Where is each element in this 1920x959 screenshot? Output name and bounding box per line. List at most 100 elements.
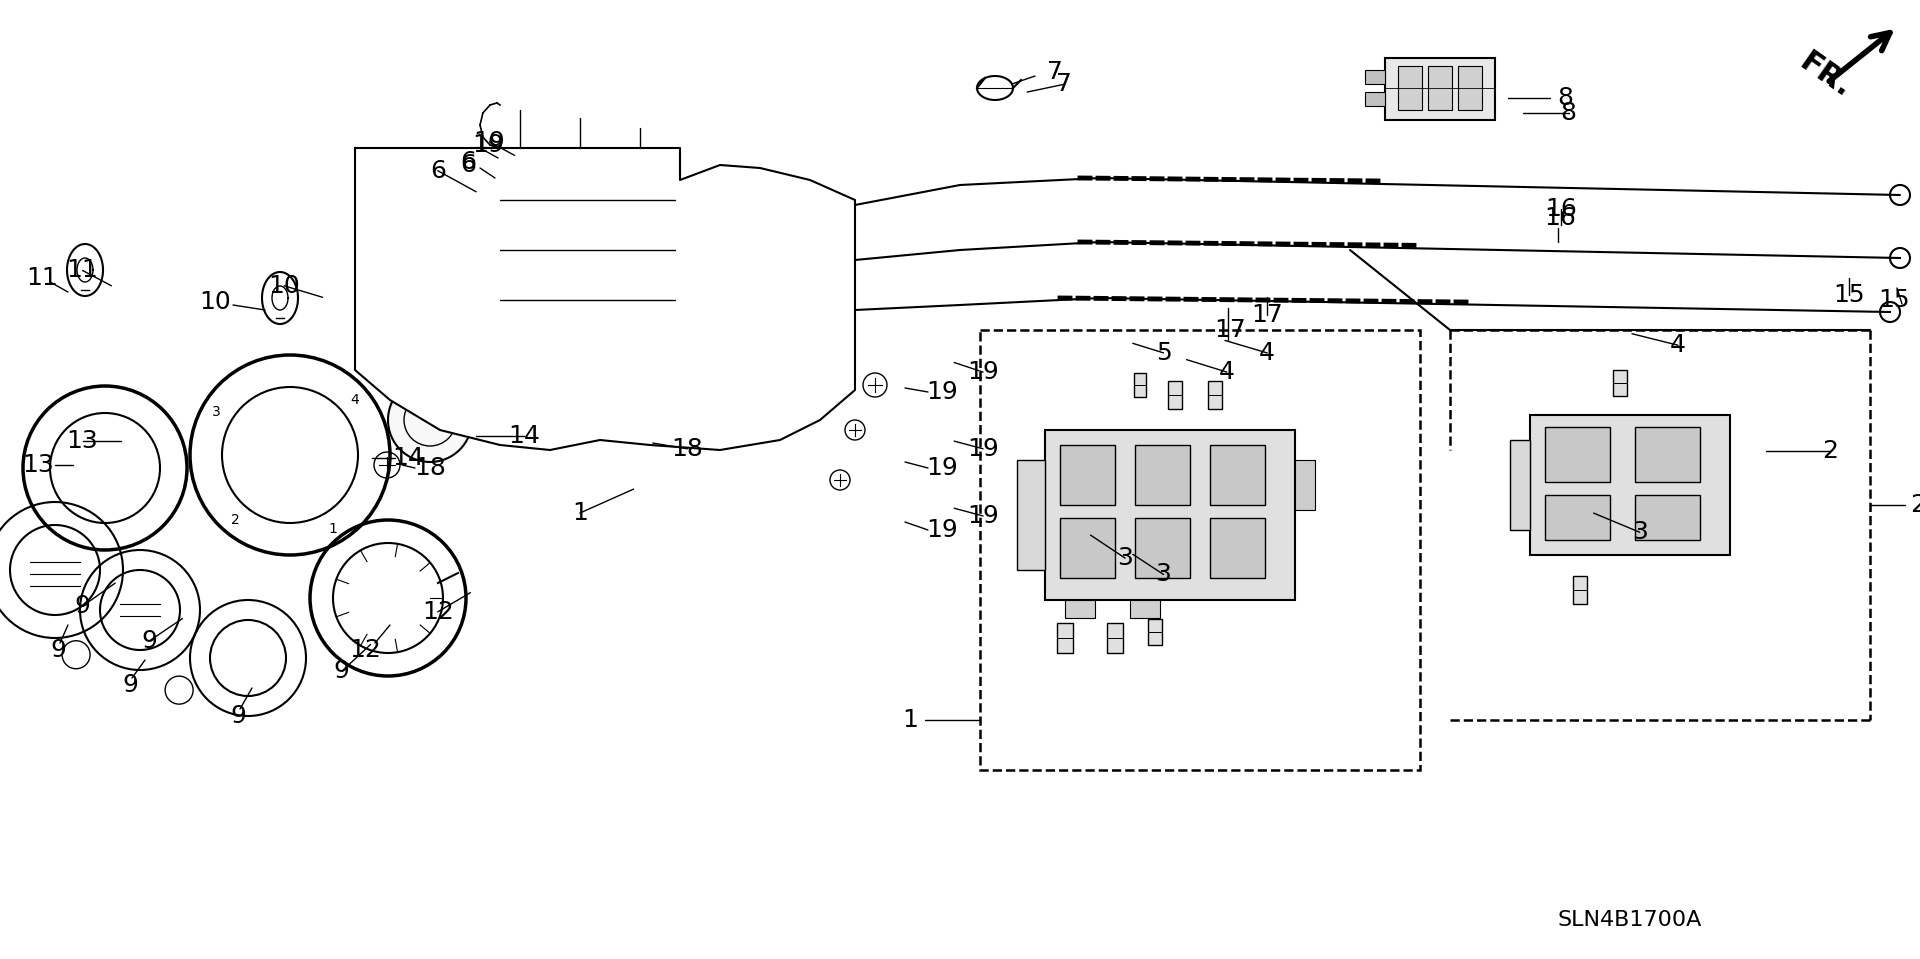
Text: 3: 3: [1117, 546, 1133, 571]
Text: 1: 1: [902, 708, 918, 732]
Bar: [1148, 619, 1162, 645]
Bar: [1457, 66, 1482, 110]
Circle shape: [388, 188, 472, 272]
Text: 19: 19: [968, 436, 998, 461]
Bar: [1613, 370, 1626, 396]
Bar: [1636, 427, 1699, 482]
Text: 3: 3: [1156, 562, 1171, 587]
Text: 8: 8: [1561, 101, 1576, 126]
Bar: [1044, 430, 1294, 600]
Text: 19: 19: [925, 380, 958, 404]
Bar: [1108, 623, 1123, 653]
Bar: [1208, 381, 1221, 409]
Text: 9: 9: [75, 594, 90, 619]
Text: 4: 4: [1260, 340, 1275, 365]
Text: 4: 4: [351, 393, 359, 408]
Text: 2: 2: [1910, 493, 1920, 517]
Text: 11: 11: [27, 266, 58, 290]
Circle shape: [388, 288, 472, 372]
Text: 7: 7: [1056, 72, 1071, 97]
Text: 9: 9: [334, 659, 349, 684]
Text: 12: 12: [349, 638, 380, 662]
Text: 15: 15: [1878, 288, 1910, 312]
Bar: [1066, 600, 1094, 618]
Circle shape: [388, 378, 472, 462]
Bar: [1167, 381, 1183, 409]
Bar: [1058, 623, 1073, 653]
Circle shape: [563, 232, 578, 248]
Text: 16: 16: [1544, 206, 1576, 230]
Text: 17: 17: [1252, 302, 1283, 327]
Polygon shape: [355, 148, 854, 450]
Text: 6: 6: [461, 150, 476, 174]
Circle shape: [641, 302, 659, 318]
Bar: [1060, 518, 1116, 578]
Bar: [1365, 70, 1384, 84]
Bar: [1210, 445, 1265, 505]
Text: SLN4B1700A: SLN4B1700A: [1557, 910, 1703, 930]
Bar: [1509, 440, 1530, 530]
Circle shape: [563, 302, 578, 318]
Text: 19: 19: [968, 360, 998, 385]
Text: 6: 6: [461, 153, 476, 177]
Text: 12: 12: [422, 599, 453, 624]
Text: 16: 16: [1546, 197, 1576, 222]
Bar: [979, 330, 1421, 770]
Circle shape: [791, 342, 808, 358]
Text: 18: 18: [672, 436, 703, 461]
Bar: [1636, 495, 1699, 540]
Text: 10: 10: [269, 273, 300, 298]
Circle shape: [687, 258, 791, 362]
Text: 17: 17: [1213, 318, 1246, 342]
Bar: [1135, 518, 1190, 578]
Text: 2: 2: [1822, 438, 1837, 463]
Text: 9: 9: [123, 673, 138, 697]
Bar: [1428, 66, 1452, 110]
Text: 9: 9: [50, 638, 65, 662]
Bar: [1135, 445, 1190, 505]
Bar: [1384, 58, 1496, 120]
Circle shape: [641, 232, 659, 248]
Bar: [1546, 427, 1611, 482]
Text: 13: 13: [23, 453, 54, 477]
Text: 3: 3: [1632, 520, 1647, 545]
Bar: [1546, 495, 1611, 540]
Bar: [1060, 445, 1116, 505]
Text: 11: 11: [67, 258, 98, 283]
Bar: [1210, 518, 1265, 578]
Text: 7: 7: [1046, 60, 1064, 84]
Bar: [611, 280, 660, 315]
Text: 9: 9: [230, 704, 246, 728]
Circle shape: [772, 362, 787, 378]
Text: 19: 19: [968, 503, 998, 528]
Text: 9: 9: [142, 628, 157, 653]
Text: 3: 3: [211, 406, 221, 419]
Bar: [1018, 460, 1044, 570]
Text: FR.: FR.: [1793, 47, 1857, 103]
Text: 19: 19: [474, 129, 505, 154]
Bar: [1365, 92, 1384, 106]
Bar: [1131, 600, 1160, 618]
Text: 1: 1: [572, 501, 588, 526]
Text: 10: 10: [200, 290, 230, 314]
Text: 1: 1: [328, 522, 336, 536]
Text: 19: 19: [472, 133, 503, 157]
Text: 14: 14: [509, 424, 540, 449]
Text: 13: 13: [67, 429, 98, 454]
Text: 14: 14: [392, 446, 424, 470]
Text: 19: 19: [925, 456, 958, 480]
Bar: [530, 280, 586, 315]
Text: 5: 5: [1156, 340, 1171, 365]
Bar: [1530, 415, 1730, 555]
Bar: [530, 195, 586, 233]
Text: 2: 2: [230, 513, 240, 527]
Text: 4: 4: [1219, 360, 1235, 385]
Text: 15: 15: [1834, 283, 1864, 308]
Text: 8: 8: [1557, 86, 1572, 110]
Bar: [1135, 373, 1146, 397]
Text: 19: 19: [925, 518, 958, 542]
Bar: [1572, 576, 1588, 604]
Bar: [530, 355, 586, 390]
Bar: [1398, 66, 1423, 110]
Bar: [611, 195, 660, 230]
